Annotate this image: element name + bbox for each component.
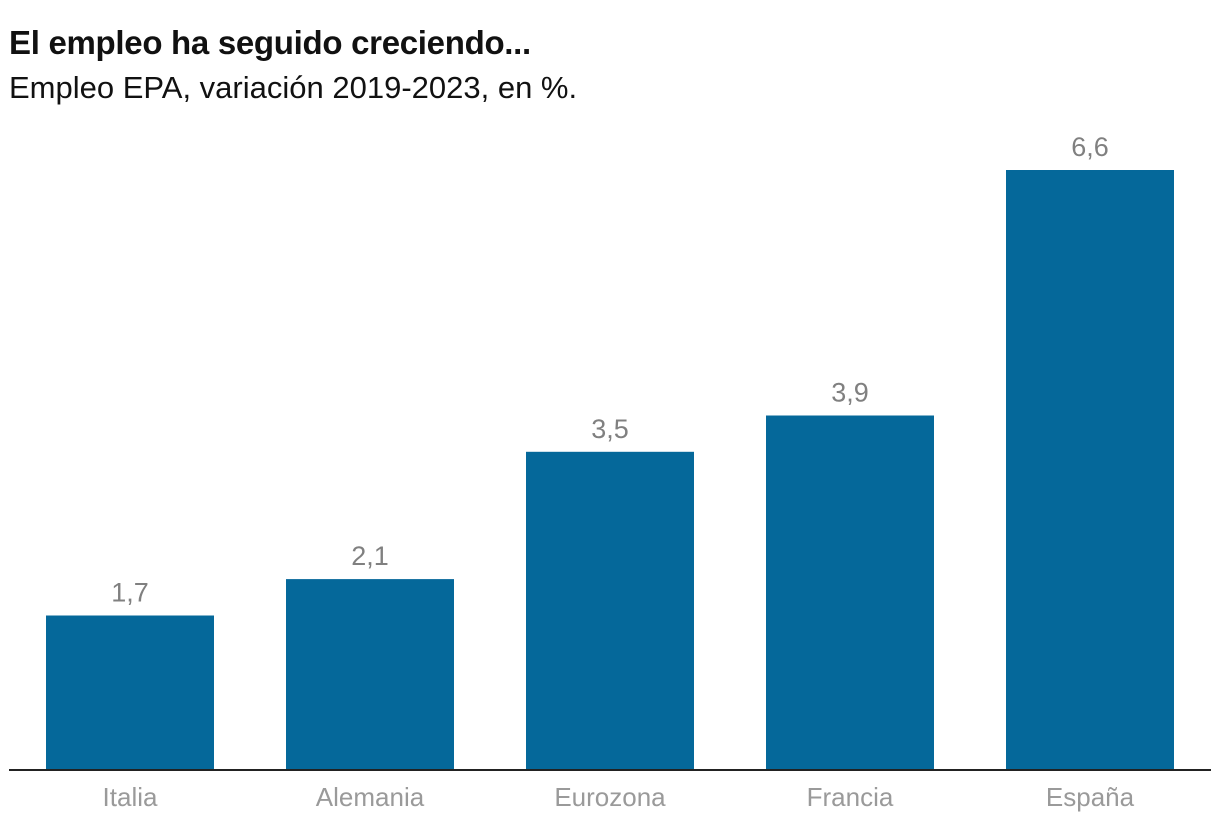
value-label-italia: 1,7 (111, 578, 149, 608)
category-label-alemania: Alemania (316, 782, 425, 812)
category-label-francia: Francia (807, 782, 894, 812)
category-label-italia: Italia (103, 782, 158, 812)
chart-subtitle: Empleo EPA, variación 2019-2023, en %. (9, 70, 578, 105)
bar-eurozona (526, 451, 694, 770)
value-labels-layer: 1,7 2,1 3,5 3,9 6,6 (111, 132, 1109, 608)
value-label-eurozona: 3,5 (591, 414, 629, 444)
bar-francia (766, 415, 934, 770)
value-label-francia: 3,9 (831, 378, 869, 408)
category-label-eurozona: Eurozona (554, 782, 666, 812)
chart-title: El empleo ha seguido creciendo... (9, 24, 531, 61)
bars-layer (46, 170, 1174, 770)
bar-italia (46, 615, 214, 770)
category-labels-layer: Italia Alemania Eurozona Francia España (103, 782, 1135, 812)
bar-alemania (286, 579, 454, 770)
value-label-espana: 6,6 (1071, 132, 1109, 162)
category-label-espana: España (1046, 782, 1135, 812)
value-label-alemania: 2,1 (351, 541, 389, 571)
bar-espana (1006, 170, 1174, 770)
